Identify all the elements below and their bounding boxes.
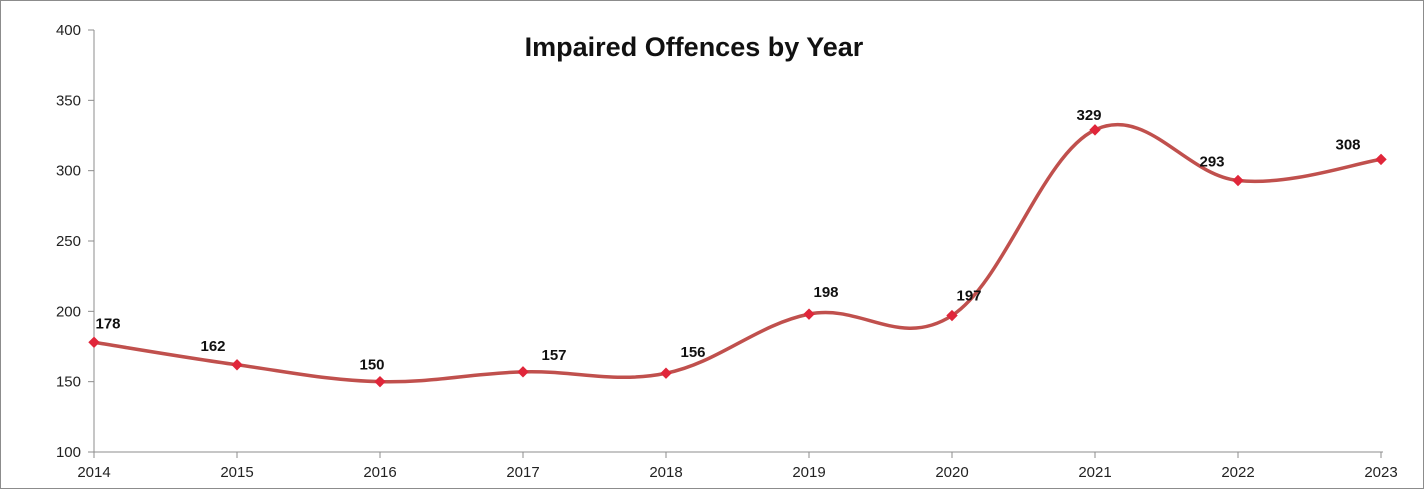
data-label: 308 [1335,136,1360,153]
y-axis-ticks: 100 150 200 250 300 350 400 [56,22,94,461]
chart-title: Impaired Offences by Year [525,32,864,62]
x-tick-label: 2014 [77,464,110,481]
data-point-marker [517,366,529,378]
data-label: 156 [680,344,705,361]
data-point-marker [1089,124,1101,136]
data-point-marker [231,359,243,371]
data-label: 198 [813,284,838,301]
x-tick-label: 2017 [506,464,539,481]
series-line-group [92,122,1383,384]
data-label: 197 [956,288,981,305]
x-tick-label: 2019 [792,464,825,481]
y-tick-label: 400 [56,22,81,39]
data-label: 293 [1199,154,1224,171]
data-labels: 178 162 150 157 156 198 197 329 293 308 [95,107,1360,374]
data-point-marker [1232,174,1244,187]
data-label: 178 [95,315,120,332]
y-tick-label: 150 [56,374,81,391]
data-point-marker [803,308,815,320]
data-label: 329 [1076,107,1101,124]
data-label: 150 [359,357,384,374]
y-tick-label: 250 [56,233,81,250]
data-point-marker [1375,153,1387,166]
x-tick-label: 2023 [1364,464,1397,481]
x-tick-label: 2020 [935,464,968,481]
data-label: 157 [541,347,566,364]
x-axis-ticks: 2014 2015 2016 2017 2018 2019 2020 2021 2022 2023 [77,452,1398,481]
data-point-marker [374,375,386,388]
data-label: 162 [200,338,225,355]
data-markers [88,124,1387,388]
data-point-marker [946,309,958,322]
y-tick-label: 100 [56,444,81,461]
x-tick-label: 2021 [1078,464,1111,481]
x-tick-label: 2015 [220,464,253,481]
data-point-marker [88,336,100,348]
x-tick-label: 2022 [1221,464,1254,481]
y-tick-label: 300 [56,163,81,180]
x-tick-label: 2016 [363,464,396,481]
x-tick-label: 2018 [649,464,682,481]
series-line [92,122,1383,384]
y-tick-label: 350 [56,92,81,109]
y-tick-label: 200 [56,303,81,320]
data-point-marker [660,367,672,379]
